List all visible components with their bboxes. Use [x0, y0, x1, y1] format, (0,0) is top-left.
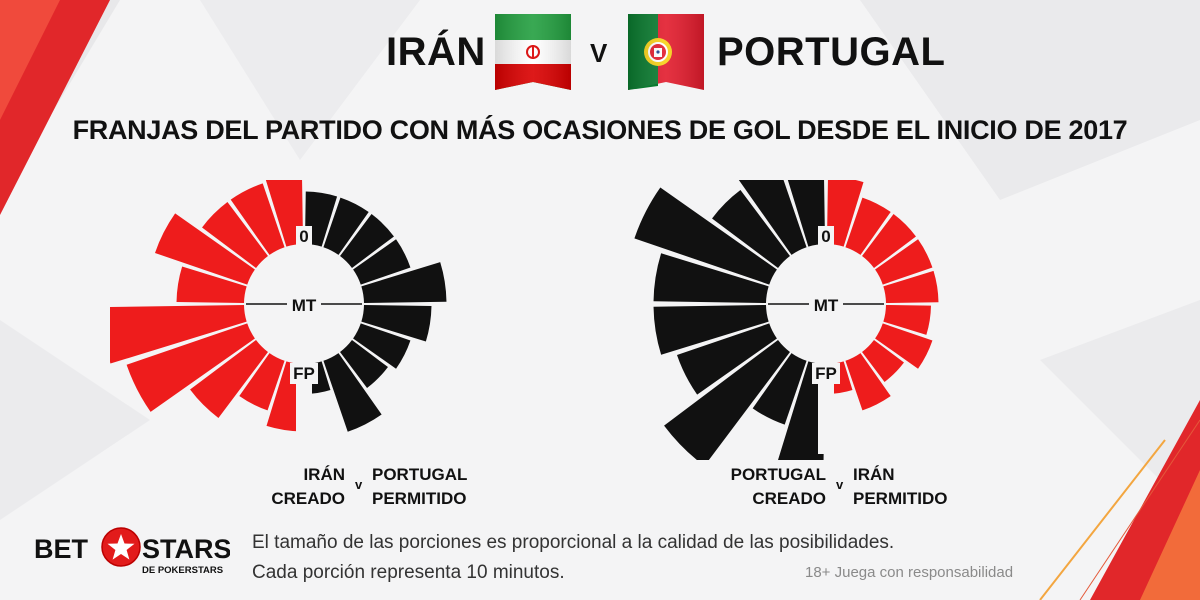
left-series-wedge — [126, 323, 255, 412]
legend-right-team-sub: CREADO — [752, 489, 826, 508]
legend-right-opponent-sub: PERMITIDO — [853, 489, 948, 508]
left-series-wedge — [778, 361, 826, 460]
logo-bet-text: BET — [34, 534, 89, 564]
versus-label: V — [590, 38, 608, 68]
right-series-wedge — [862, 214, 916, 268]
right-series-wedge — [845, 353, 891, 411]
left-series-wedge — [634, 187, 777, 285]
left-series-wedge — [712, 190, 790, 268]
center-label-middle: MT — [814, 296, 839, 315]
footnote-size: El tamaño de las porciones es proporcion… — [252, 532, 895, 553]
legend-right-opponent: IRÁN PERMITIDO — [853, 463, 947, 511]
center-label-top: 0 — [821, 227, 830, 246]
legend-right-v: v — [836, 477, 844, 492]
legend-right-team-name: PORTUGAL — [730, 465, 826, 484]
radial-chart-iran-created: 0 MT FP — [110, 180, 447, 454]
radial-chart-portugal-created: 0 MT FP — [634, 180, 939, 460]
right-series-wedge — [883, 304, 931, 335]
team-left-name: IRÁN — [386, 30, 486, 74]
right-series-wedge — [340, 214, 394, 268]
left-series-wedge — [653, 304, 769, 355]
right-series-wedge — [875, 239, 933, 285]
left-series-wedge — [265, 180, 304, 247]
left-series-wedge — [787, 180, 826, 247]
right-series-wedge — [826, 180, 864, 247]
legend-left-opponent-sub: PERMITIDO — [372, 489, 467, 508]
right-series-wedge — [340, 340, 388, 388]
right-series-wedge — [323, 197, 369, 255]
fp-gap — [818, 344, 834, 454]
legend-right-team: PORTUGAL CREADO — [710, 463, 826, 511]
betstars-logo: BET STARS DE POKERSTARS — [34, 527, 230, 576]
star-icon — [107, 534, 135, 560]
left-series-wedge — [664, 340, 790, 460]
iran-flag-icon — [495, 14, 571, 90]
legend-left-team-name: IRÁN — [303, 465, 345, 484]
right-series-wedge — [883, 270, 939, 304]
portugal-flag-icon — [628, 14, 704, 90]
right-series-wedge — [353, 323, 411, 369]
left-series-wedge — [176, 266, 247, 304]
left-series-wedge — [190, 340, 268, 418]
right-series-wedge — [361, 262, 447, 304]
right-series-wedge — [353, 239, 411, 285]
footnote-slice: Cada porción representa 10 minutos. — [252, 562, 565, 583]
left-series-wedge — [738, 180, 807, 255]
legend-left-team: IRÁN CREADO — [265, 463, 345, 511]
fp-gap — [296, 344, 312, 454]
right-series-wedge — [875, 323, 933, 369]
legend-left-team-sub: CREADO — [271, 489, 345, 508]
right-series-wedge — [323, 353, 382, 432]
left-series-wedge — [230, 183, 285, 255]
right-series-wedge — [845, 197, 891, 255]
center-label-middle: MT — [292, 296, 317, 315]
right-series-wedge — [304, 191, 338, 247]
chart-subtitle: FRANJAS DEL PARTIDO CON MÁS OCASIONES DE… — [72, 115, 1128, 145]
right-series-wedge — [361, 304, 432, 342]
right-series-wedge — [862, 340, 904, 382]
team-right-name: PORTUGAL — [717, 30, 946, 74]
center-label-top: 0 — [299, 227, 308, 246]
legend-right-opponent-name: IRÁN — [853, 465, 895, 484]
left-series-wedge — [154, 213, 255, 285]
responsible-gambling-note: 18+ Juega con responsabilidad — [805, 564, 1014, 581]
left-series-wedge — [653, 253, 769, 304]
left-series-wedge — [676, 323, 777, 395]
logo-subtext: DE POKERSTARS — [142, 565, 223, 576]
left-series-wedge — [202, 202, 268, 268]
legend-left-v: v — [355, 477, 363, 492]
legend-left-opponent-name: PORTUGAL — [372, 465, 468, 484]
left-series-wedge — [752, 353, 807, 425]
left-series-wedge — [110, 304, 247, 364]
legend-left-opponent: PORTUGAL PERMITIDO — [372, 463, 467, 511]
left-series-wedge — [239, 353, 285, 411]
center-label-bottom: FP — [293, 364, 315, 383]
logo-stars-text: STARS — [142, 534, 230, 564]
center-label-bottom: FP — [815, 364, 837, 383]
